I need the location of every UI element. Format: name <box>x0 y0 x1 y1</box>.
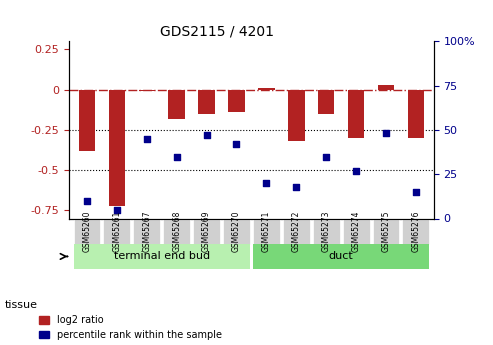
FancyBboxPatch shape <box>73 244 250 269</box>
FancyBboxPatch shape <box>104 218 130 244</box>
Bar <box>198 90 215 114</box>
Text: GSM65269: GSM65269 <box>202 210 211 252</box>
Bar <box>228 90 245 112</box>
Text: GSM65270: GSM65270 <box>232 210 241 252</box>
Point <box>292 184 300 189</box>
Text: GDS2115 / 4201: GDS2115 / 4201 <box>160 25 274 39</box>
Point <box>352 168 360 174</box>
Text: GSM65261: GSM65261 <box>112 210 121 252</box>
Legend: log2 ratio, percentile rank within the sample: log2 ratio, percentile rank within the s… <box>39 315 222 340</box>
Bar <box>79 90 95 151</box>
Bar <box>169 90 185 119</box>
Bar <box>318 90 334 114</box>
Bar <box>139 90 155 91</box>
Text: GSM65274: GSM65274 <box>352 210 360 252</box>
Point <box>143 136 151 141</box>
Point <box>173 154 180 159</box>
Text: tissue: tissue <box>5 300 38 310</box>
FancyBboxPatch shape <box>163 218 190 244</box>
Point <box>113 207 121 213</box>
FancyBboxPatch shape <box>402 218 429 244</box>
FancyBboxPatch shape <box>193 218 220 244</box>
FancyBboxPatch shape <box>223 218 250 244</box>
FancyBboxPatch shape <box>253 218 280 244</box>
Point <box>412 189 420 195</box>
Text: GSM65267: GSM65267 <box>142 210 151 252</box>
Bar <box>108 90 125 206</box>
FancyBboxPatch shape <box>313 218 340 244</box>
Point <box>83 198 91 204</box>
Text: terminal end bud: terminal end bud <box>114 252 210 262</box>
Point <box>203 132 211 138</box>
Bar <box>288 90 305 141</box>
Text: GSM65275: GSM65275 <box>382 210 390 252</box>
Text: GSM65271: GSM65271 <box>262 210 271 252</box>
FancyBboxPatch shape <box>133 218 160 244</box>
Text: duct: duct <box>329 252 353 262</box>
Point <box>322 154 330 159</box>
Bar <box>258 88 275 90</box>
Text: GSM65273: GSM65273 <box>322 210 331 252</box>
Point <box>382 131 390 136</box>
Text: GSM65260: GSM65260 <box>82 210 92 252</box>
FancyBboxPatch shape <box>373 218 399 244</box>
Point <box>262 180 270 186</box>
FancyBboxPatch shape <box>73 218 101 244</box>
Bar <box>378 85 394 90</box>
Text: GSM65268: GSM65268 <box>172 210 181 252</box>
FancyBboxPatch shape <box>343 218 370 244</box>
FancyBboxPatch shape <box>253 244 429 269</box>
Bar <box>348 90 364 138</box>
Text: GSM65276: GSM65276 <box>411 210 421 252</box>
FancyBboxPatch shape <box>283 218 310 244</box>
Text: GSM65272: GSM65272 <box>292 210 301 252</box>
Bar <box>408 90 424 138</box>
Point <box>233 141 241 147</box>
